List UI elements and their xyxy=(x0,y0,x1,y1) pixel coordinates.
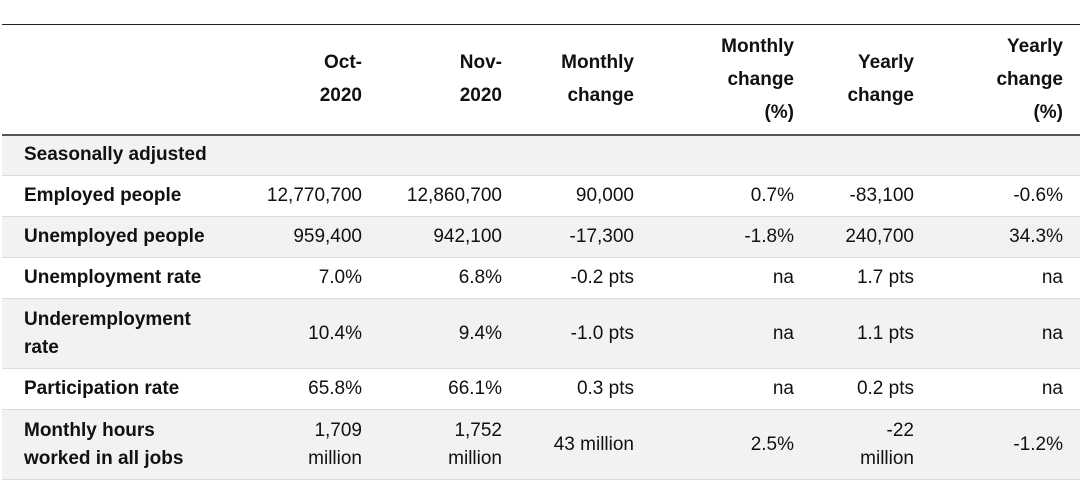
cell-nov: 66.1% xyxy=(448,378,502,399)
cell-yearly-change: 1.7 pts xyxy=(856,267,914,288)
header-cell-monthly-change: Monthly change xyxy=(519,25,651,135)
section-label: Seasonally adjusted xyxy=(24,144,207,166)
table-row: Underemployment rate 10.4% 9.4% -1.0 pts… xyxy=(2,298,1080,369)
labour-force-table: Oct- 2020 Nov- 2020 Monthly change Month… xyxy=(2,24,1080,480)
cell-monthly-change-pct: -1.8% xyxy=(744,226,794,247)
cell-oct: 7.0% xyxy=(318,267,362,288)
header-text-nov-2020: Nov- 2020 xyxy=(459,52,502,107)
cell-monthly-change: 90,000 xyxy=(575,185,634,206)
cell-oct: 959,400 xyxy=(293,226,362,247)
cell-monthly-change: -0.2 pts xyxy=(570,267,634,288)
cell-yearly-change: 0.2 pts xyxy=(856,378,914,399)
cell-monthly-change: -17,300 xyxy=(569,226,634,247)
cell-yearly-change-pct: na xyxy=(1041,322,1063,344)
cell-nov: 1,752 million xyxy=(448,419,502,469)
cell-monthly-change-pct: na xyxy=(772,267,794,288)
cell-yearly-change: 240,700 xyxy=(845,226,914,247)
cell-yearly-change: -22 million xyxy=(860,419,914,469)
cell-nov: 12,860,700 xyxy=(406,185,502,206)
cell-monthly-change: 43 million xyxy=(553,433,634,455)
row-label: Unemployment rate xyxy=(24,267,202,288)
cell-oct: 12,770,700 xyxy=(266,185,362,206)
header-cell-yearly-change: Yearly change xyxy=(811,25,931,135)
section-row-seasonally-adjusted: Seasonally adjusted xyxy=(2,134,1080,176)
cell-oct: 1,709 million xyxy=(308,419,362,469)
table-row: Unemployment rate 7.0% 6.8% -0.2 pts na … xyxy=(2,258,1080,299)
cell-yearly-change: -83,100 xyxy=(849,185,914,206)
cell-oct: 10.4% xyxy=(308,322,362,344)
cell-monthly-change: -1.0 pts xyxy=(570,322,634,344)
cell-yearly-change-pct: -0.6% xyxy=(1013,185,1063,206)
cell-monthly-change-pct: na xyxy=(772,378,794,399)
row-label: Monthly hours worked in all jobs xyxy=(24,419,184,469)
header-cell-oct-2020: Oct- 2020 xyxy=(238,25,379,135)
header-cell-yearly-change-pct: Yearly change (%) xyxy=(931,25,1080,135)
cell-nov: 6.8% xyxy=(458,267,502,288)
header-text-yearly-change: Yearly change xyxy=(847,52,914,107)
cell-yearly-change-pct: 34.3% xyxy=(1009,226,1063,247)
header-text-monthly-change: Monthly change xyxy=(561,52,634,107)
cell-yearly-change: 1.1 pts xyxy=(856,322,914,344)
cell-yearly-change-pct: na xyxy=(1041,267,1063,288)
table-row: Unemployed people 959,400 942,100 -17,30… xyxy=(2,216,1080,258)
header-text-monthly-change-pct: Monthly change (%) xyxy=(721,35,794,123)
row-label: Participation rate xyxy=(24,378,180,399)
table-row: Employed people 12,770,700 12,860,700 90… xyxy=(2,176,1080,217)
header-text-oct-2020: Oct- 2020 xyxy=(319,52,362,107)
cell-nov: 9.4% xyxy=(458,322,502,344)
cell-oct: 65.8% xyxy=(308,378,362,399)
cell-monthly-change-pct: na xyxy=(772,322,794,344)
cell-yearly-change-pct: na xyxy=(1041,378,1063,399)
cell-nov: 942,100 xyxy=(433,226,502,247)
cell-monthly-change-pct: 0.7% xyxy=(750,185,794,206)
row-label: Underemployment rate xyxy=(24,308,191,358)
header-cell-label xyxy=(2,25,238,135)
header-text-yearly-change-pct: Yearly change (%) xyxy=(996,35,1063,123)
cell-monthly-change-pct: 2.5% xyxy=(750,433,794,455)
cell-monthly-change: 0.3 pts xyxy=(576,378,634,399)
header-row: Oct- 2020 Nov- 2020 Monthly change Month… xyxy=(2,24,1080,135)
header-cell-monthly-change-pct: Monthly change (%) xyxy=(651,25,811,135)
row-label: Unemployed people xyxy=(24,226,205,247)
cell-yearly-change-pct: -1.2% xyxy=(1013,433,1063,455)
row-label: Employed people xyxy=(24,185,182,206)
header-cell-nov-2020: Nov- 2020 xyxy=(379,25,519,135)
table-row: Participation rate 65.8% 66.1% 0.3 pts n… xyxy=(2,369,1080,410)
table-row: Monthly hours worked in all jobs 1,709 m… xyxy=(2,409,1080,480)
